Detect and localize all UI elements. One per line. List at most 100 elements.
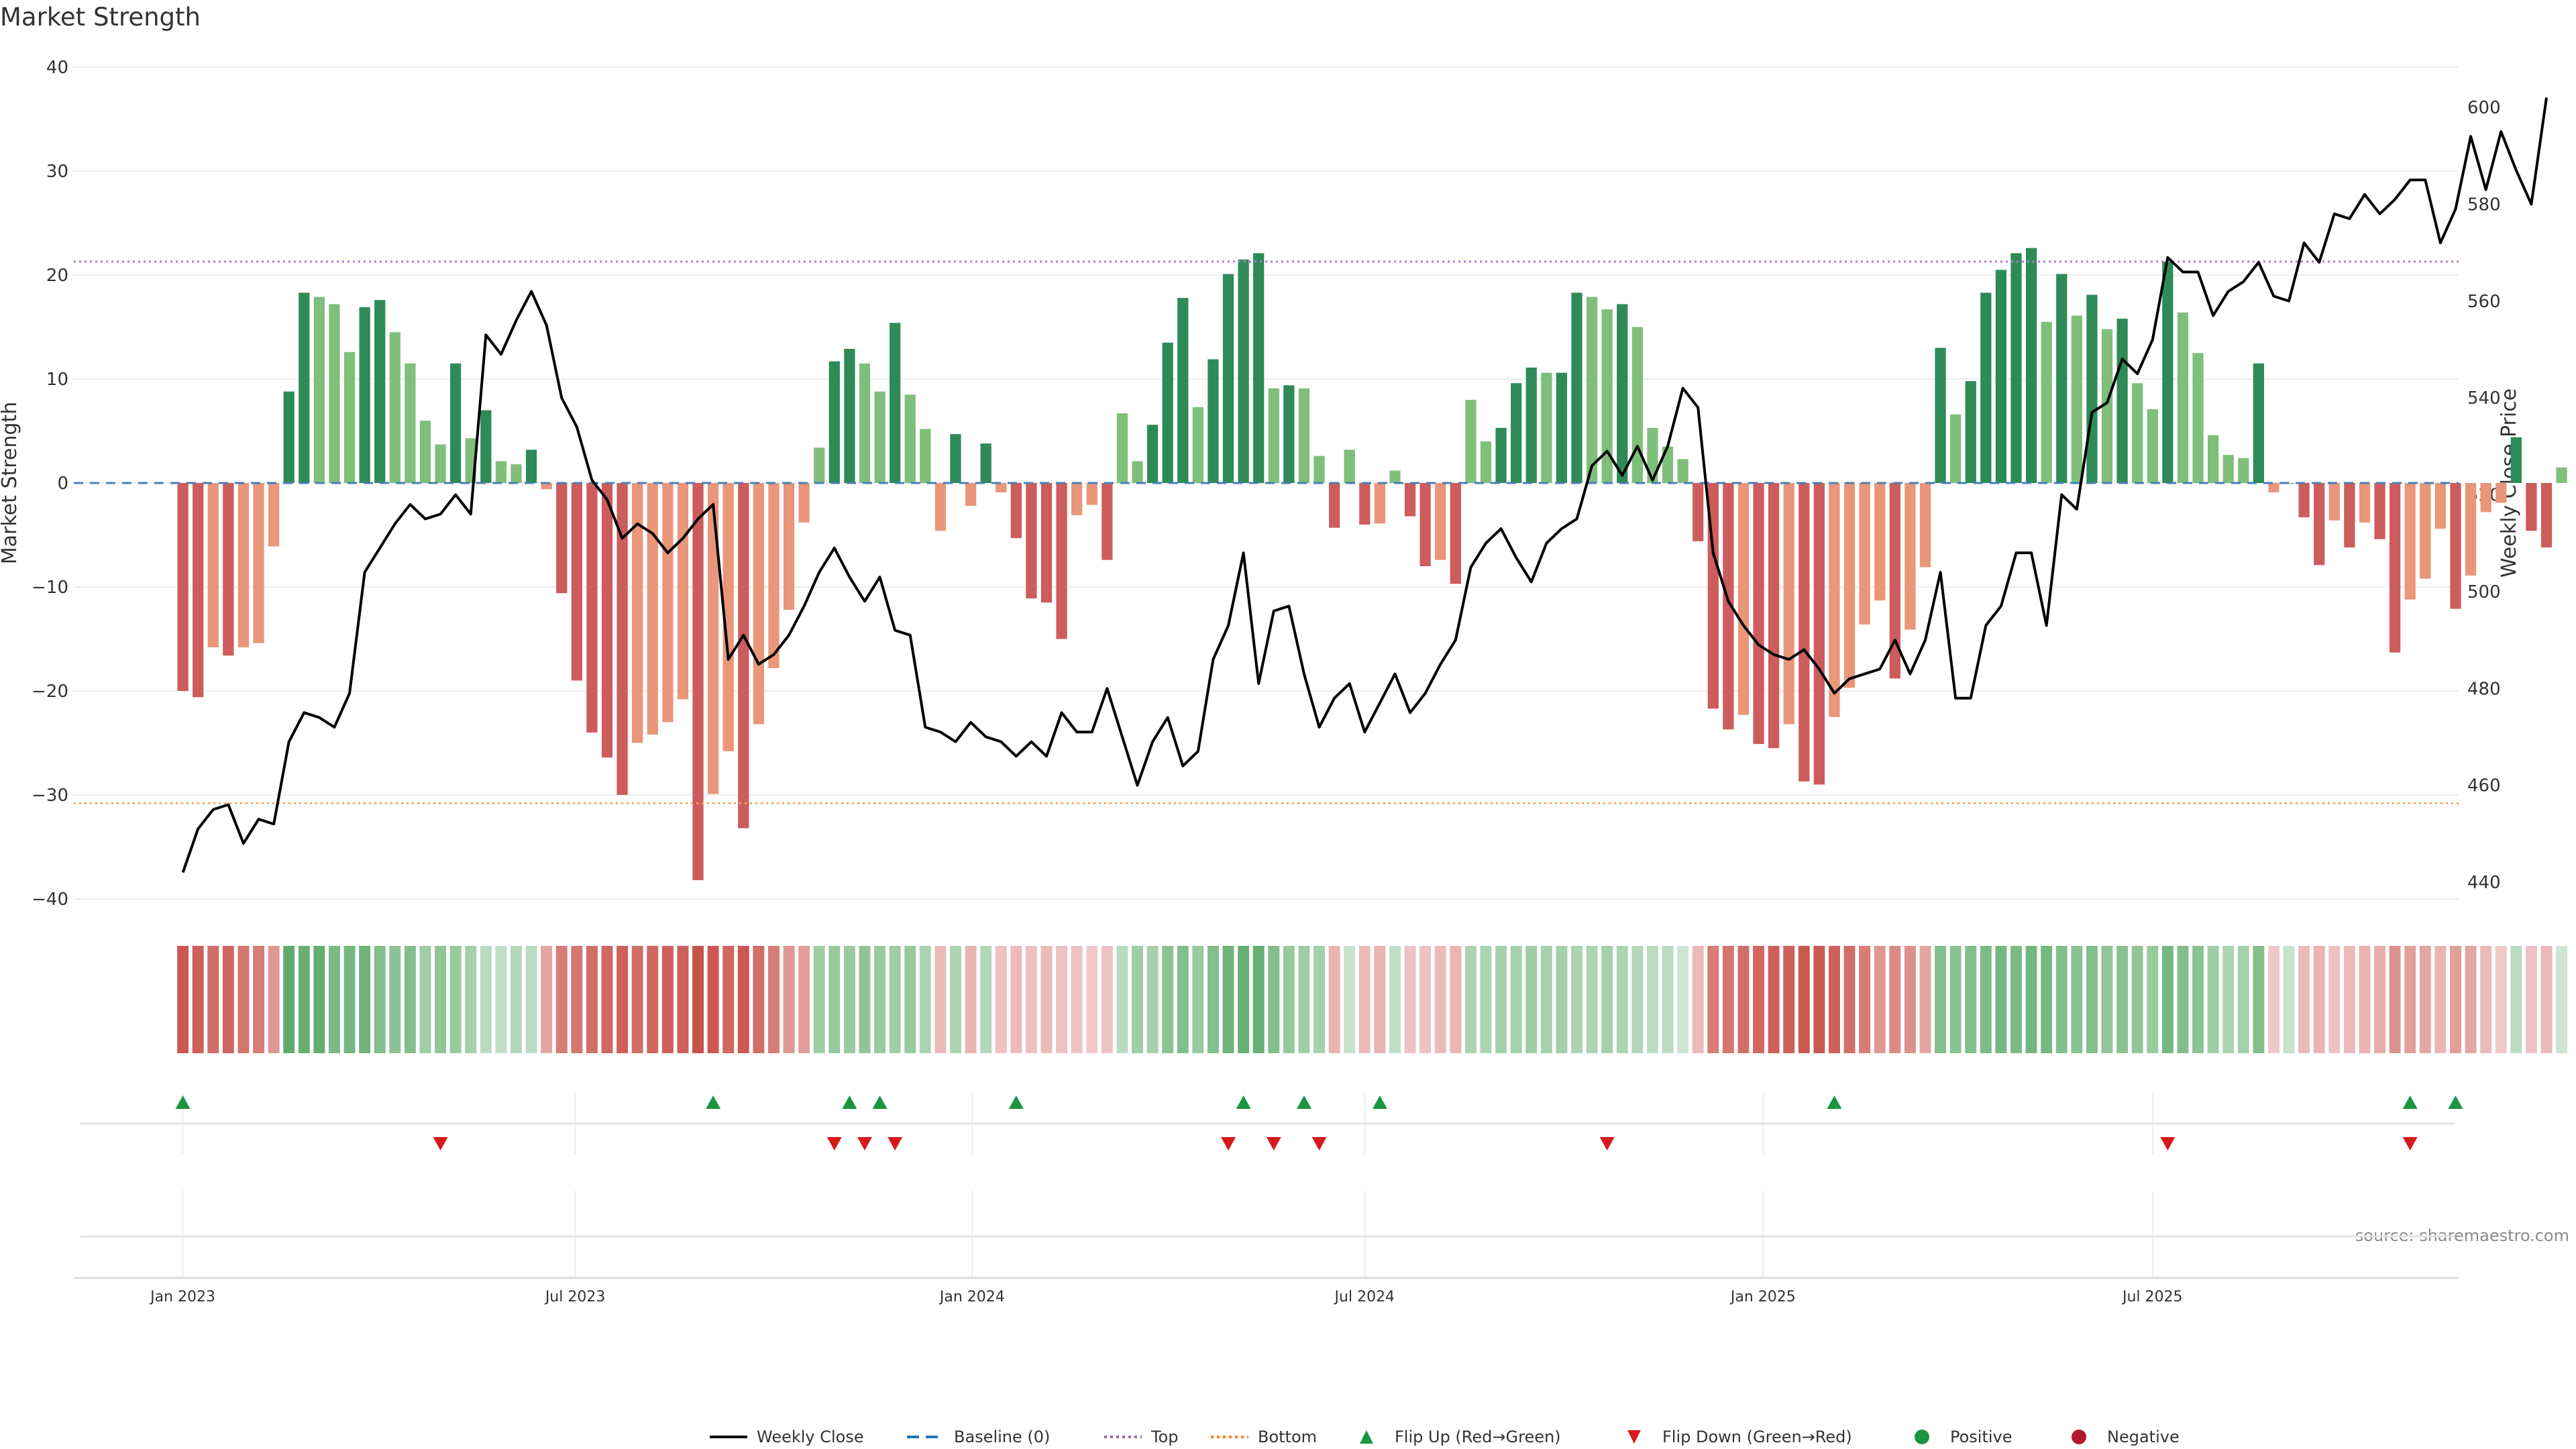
heat-cell — [1222, 946, 1234, 1053]
heat-cell — [2071, 946, 2083, 1053]
heat-cell — [2025, 946, 2037, 1053]
heat-cell — [571, 946, 583, 1053]
heat-cell — [1631, 946, 1644, 1053]
strength-bar — [1253, 253, 1265, 483]
heat-cell — [2041, 946, 2053, 1053]
flip-down-marker — [2160, 1137, 2176, 1150]
heat-cell — [1358, 946, 1371, 1053]
flip-down-marker — [1311, 1137, 1327, 1150]
heat-cell — [2495, 946, 2507, 1053]
heat-cell — [2010, 946, 2022, 1053]
heat-cell — [1025, 946, 1037, 1053]
strength-bar — [2510, 437, 2522, 483]
flip-markers-panel — [80, 1095, 2463, 1238]
strength-bar — [2238, 458, 2249, 483]
legend-label: Weekly Close — [757, 1428, 864, 1446]
flip-down-marker — [433, 1137, 448, 1150]
strength-bar — [950, 434, 961, 483]
strength-bar — [722, 483, 734, 751]
heat-cell — [1646, 946, 1658, 1053]
strength-bar — [1010, 483, 1022, 539]
strength-bar — [828, 361, 840, 483]
heat-cell — [601, 946, 613, 1053]
flip-down-marker — [1221, 1137, 1236, 1150]
legend-item: Bottom — [1211, 1428, 1317, 1446]
strength-bar — [707, 483, 719, 794]
y-tick-right-label: 560 — [2467, 292, 2501, 312]
heat-cell — [737, 946, 749, 1053]
heat-cell — [1419, 946, 1432, 1053]
strength-bar — [1283, 385, 1295, 483]
flip-up-marker — [2448, 1095, 2463, 1109]
heat-cell — [1874, 946, 1886, 1053]
heat-cell — [1404, 946, 1416, 1053]
heat-cell — [2177, 946, 2189, 1053]
heat-cell — [419, 946, 431, 1053]
heat-cell — [1904, 946, 1916, 1053]
heat-cell — [677, 946, 689, 1053]
heat-cell — [616, 946, 629, 1053]
heat-cell — [859, 946, 871, 1053]
heat-cell — [1434, 946, 1446, 1053]
legend-label: Top — [1150, 1428, 1179, 1446]
heat-cell — [1313, 946, 1326, 1053]
heat-cell — [1753, 946, 1765, 1053]
strength-bar — [268, 483, 280, 547]
strength-bar — [2222, 455, 2234, 483]
strength-bar — [904, 394, 916, 483]
heat-cell — [298, 946, 310, 1053]
heat-cell — [1450, 946, 1462, 1053]
heat-cell — [2480, 946, 2492, 1053]
heat-cell — [2404, 946, 2416, 1053]
legend-label: Bottom — [1258, 1428, 1317, 1446]
legend-swatch — [1915, 1430, 1929, 1444]
heat-cell — [1252, 946, 1265, 1053]
strength-bar — [1086, 483, 1097, 505]
flip-down-marker — [1266, 1137, 1281, 1150]
heat-cell — [1071, 946, 1083, 1053]
strength-bar — [1965, 381, 1976, 483]
heat-cell — [237, 946, 250, 1053]
heat-cell — [1328, 946, 1340, 1053]
heat-cell — [2161, 946, 2174, 1053]
heat-cell — [1056, 946, 1068, 1053]
strength-bar — [1995, 270, 2007, 483]
heat-cell — [2465, 946, 2477, 1053]
heat-cell — [1207, 946, 1219, 1053]
strength-bar — [511, 464, 522, 483]
heat-cell — [2222, 946, 2235, 1053]
strength-bar — [2390, 483, 2401, 653]
legend-label: Negative — [2107, 1428, 2180, 1446]
strength-bars — [177, 248, 2567, 881]
heat-cell — [647, 946, 659, 1053]
heat-cell — [767, 946, 780, 1053]
heat-cell — [1556, 946, 1568, 1053]
heat-cell — [268, 946, 280, 1053]
legend-item: Top — [1104, 1428, 1179, 1446]
strength-bar — [965, 483, 977, 506]
heat-cell — [1586, 946, 1598, 1053]
flip-up-marker — [1236, 1095, 1251, 1109]
heat-cell — [2267, 946, 2279, 1053]
flip-up-marker — [872, 1095, 888, 1109]
flip-up-marker — [1008, 1095, 1024, 1109]
heat-cell — [435, 946, 447, 1053]
strength-bar — [814, 447, 825, 483]
strength-bar — [1177, 298, 1189, 483]
heat-cell — [904, 946, 916, 1053]
strength-bar — [1268, 388, 1279, 483]
strength-bar — [1450, 483, 1461, 584]
heat-cell — [1374, 946, 1386, 1053]
strength-bar — [1404, 483, 1416, 517]
strength-bar — [601, 483, 613, 758]
strength-bar — [738, 483, 749, 828]
heat-cell — [1889, 946, 1901, 1053]
strength-bar — [1768, 483, 1780, 749]
heat-cell — [541, 946, 553, 1053]
heat-cell — [2253, 946, 2265, 1053]
y-tick-left-label: −40 — [32, 890, 68, 910]
legend-item: Positive — [1915, 1428, 2012, 1446]
strength-bar — [1601, 309, 1613, 483]
strength-bar — [1071, 483, 1083, 516]
heat-cell — [843, 946, 855, 1053]
